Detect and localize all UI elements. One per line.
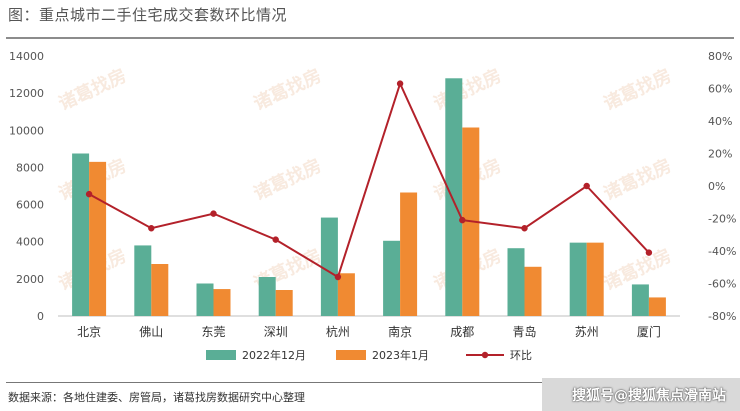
bar bbox=[258, 277, 276, 316]
legend-label: 环比 bbox=[510, 349, 532, 362]
y2-tick-label: 80% bbox=[708, 50, 732, 63]
line-points bbox=[85, 80, 653, 281]
line-point bbox=[148, 225, 155, 232]
y2-tick-label: 20% bbox=[708, 148, 732, 161]
line-point bbox=[334, 273, 342, 281]
line-point bbox=[210, 210, 217, 217]
line-point bbox=[521, 225, 528, 232]
line-point bbox=[583, 182, 590, 190]
bar bbox=[320, 217, 338, 316]
source-divider bbox=[6, 382, 734, 383]
y-axis-right: -80% -60% -40% -20% 0% 20% 40% 60% 80% bbox=[708, 50, 736, 323]
x-tick-label: 成都 bbox=[450, 325, 474, 339]
bar bbox=[213, 289, 231, 316]
bar bbox=[134, 245, 152, 316]
x-tick-label: 深圳 bbox=[264, 325, 288, 339]
x-tick-label: 北京 bbox=[77, 325, 101, 339]
background-watermark: 诸葛找房 bbox=[250, 64, 325, 114]
x-tick-label: 东莞 bbox=[201, 325, 225, 339]
bar bbox=[631, 284, 649, 316]
background-watermark: 诸葛找房 bbox=[600, 154, 675, 204]
bar bbox=[337, 273, 355, 316]
x-tick-label: 佛山 bbox=[139, 325, 163, 339]
bar-series-1 bbox=[72, 78, 649, 317]
line-point bbox=[459, 216, 466, 224]
bar bbox=[400, 192, 418, 316]
line-point bbox=[396, 80, 404, 87]
y2-tick-label: -60% bbox=[708, 278, 736, 291]
bar bbox=[275, 290, 293, 316]
y-tick-label: 6000 bbox=[16, 199, 44, 212]
background-watermark: 诸葛找房 bbox=[600, 64, 675, 114]
legend-label: 2023年1月 bbox=[372, 348, 429, 362]
y-tick-label: 4000 bbox=[16, 236, 44, 249]
y2-tick-label: 0% bbox=[708, 180, 725, 193]
y-tick-label: 14000 bbox=[9, 50, 44, 63]
background-watermark: 诸葛找房 bbox=[55, 64, 130, 114]
x-tick-label: 苏州 bbox=[575, 325, 599, 339]
y-tick-label: 8000 bbox=[16, 161, 44, 174]
legend-marker bbox=[481, 351, 489, 359]
bar bbox=[72, 153, 90, 316]
watermark-text: 搜狐号@搜狐焦点滑南站 bbox=[572, 388, 726, 404]
background-watermark: 诸葛找房 bbox=[250, 154, 325, 204]
bar bbox=[507, 248, 525, 316]
chart-canvas: 诸葛找房诸葛找房诸葛找房诸葛找房诸葛找房诸葛找房诸葛找房诸葛找房诸葛找房诸葛找房… bbox=[9, 50, 736, 362]
x-tick-label: 青岛 bbox=[512, 324, 536, 339]
background-watermark: 诸葛找房 bbox=[430, 64, 505, 114]
y-axis-left: 0 2000 4000 6000 8000 10000 12000 14000 bbox=[9, 50, 44, 323]
title-divider bbox=[6, 37, 734, 39]
x-tick-label: 杭州 bbox=[326, 324, 350, 339]
bar bbox=[89, 161, 107, 316]
x-tick-label: 南京 bbox=[388, 324, 412, 339]
y-tick-label: 0 bbox=[37, 310, 44, 323]
source-note: 数据来源：各地住建委、房管局，诸葛找房数据研究中心整理 bbox=[8, 391, 305, 404]
y2-tick-label: -20% bbox=[708, 213, 736, 226]
line-point bbox=[645, 249, 653, 256]
watermark-background bbox=[542, 378, 740, 411]
line-series bbox=[88, 80, 650, 279]
bar bbox=[383, 240, 401, 316]
bar bbox=[524, 266, 542, 316]
legend-swatch bbox=[336, 350, 366, 360]
line-point bbox=[272, 236, 279, 243]
y2-tick-label: -40% bbox=[708, 245, 736, 258]
y2-tick-label: -80% bbox=[708, 310, 736, 323]
y-tick-label: 12000 bbox=[9, 87, 44, 100]
bar bbox=[151, 264, 169, 316]
bar bbox=[586, 242, 604, 316]
legend-swatch bbox=[206, 350, 236, 360]
bar bbox=[196, 283, 214, 316]
bar bbox=[648, 297, 666, 316]
legend-label: 2022年12月 bbox=[242, 348, 306, 362]
x-axis: 北京 佛山 东莞 深圳 杭州 南京 成都 青岛 苏州 厦门 bbox=[77, 324, 661, 339]
bar bbox=[445, 78, 463, 317]
chart-title: 图：重点城市二手住宅成交套数环比情况 bbox=[8, 6, 288, 24]
line-point bbox=[85, 190, 93, 198]
legend: 2022年12月 2023年1月 环比 bbox=[206, 348, 532, 362]
bar bbox=[569, 242, 587, 316]
x-tick-label: 厦门 bbox=[637, 324, 661, 339]
y2-tick-label: 40% bbox=[708, 115, 732, 128]
y2-tick-label: 60% bbox=[708, 83, 732, 96]
y-tick-label: 2000 bbox=[16, 273, 44, 286]
y-tick-label: 10000 bbox=[9, 124, 44, 137]
